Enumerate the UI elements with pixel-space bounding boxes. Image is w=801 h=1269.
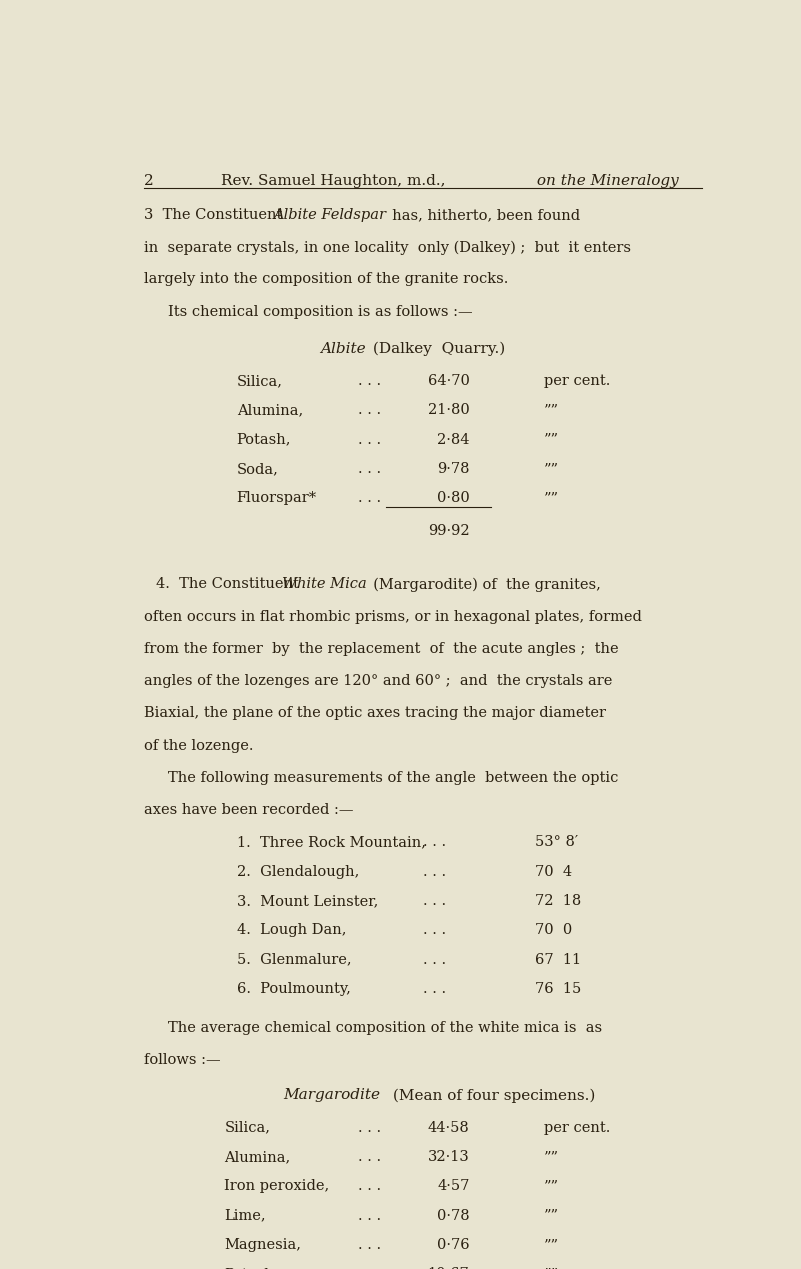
Text: . . .: . . .	[358, 1179, 380, 1193]
Text: . . .: . . .	[358, 1208, 380, 1222]
Text: 99·92: 99·92	[428, 524, 469, 538]
Text: angles of the lozenges are 120° and 60° ;  and  the crystals are: angles of the lozenges are 120° and 60° …	[143, 674, 612, 688]
Text: 2·84: 2·84	[437, 433, 469, 447]
Text: 2: 2	[143, 174, 153, 188]
Text: 0·76: 0·76	[437, 1237, 469, 1253]
Text: ””: ””	[544, 491, 559, 505]
Text: The average chemical composition of the white mica is  as: The average chemical composition of the …	[168, 1022, 602, 1036]
Text: Alumina,: Alumina,	[224, 1150, 291, 1164]
Text: Soda,: Soda,	[237, 462, 279, 476]
Text: 44·58: 44·58	[428, 1121, 469, 1134]
Text: ””: ””	[544, 1268, 559, 1269]
Text: Silica,: Silica,	[237, 374, 283, 388]
Text: . . .: . . .	[423, 864, 446, 878]
Text: in  separate crystals, in one locality  only (Dalkey) ;  but  it enters: in separate crystals, in one locality on…	[143, 240, 630, 255]
Text: 0·80: 0·80	[437, 491, 469, 505]
Text: 70  0: 70 0	[535, 924, 572, 938]
Text: 21·80: 21·80	[428, 404, 469, 418]
Text: 32·13: 32·13	[428, 1150, 469, 1164]
Text: . . .: . . .	[358, 1268, 380, 1269]
Text: from the former  by  the replacement  of  the acute angles ;  the: from the former by the replacement of th…	[143, 642, 618, 656]
Text: ””: ””	[544, 1150, 559, 1164]
Text: ””: ””	[544, 462, 559, 476]
Text: Alumina,: Alumina,	[237, 404, 303, 418]
Text: 3.  Mount Leinster,: 3. Mount Leinster,	[237, 893, 378, 907]
Text: Lime,: Lime,	[224, 1208, 266, 1222]
Text: on the Mineralogy: on the Mineralogy	[532, 174, 678, 188]
Text: ””: ””	[544, 404, 559, 418]
Text: 9·78: 9·78	[437, 462, 469, 476]
Text: Albite: Albite	[320, 341, 366, 355]
Text: 0·78: 0·78	[437, 1208, 469, 1222]
Text: ””: ””	[544, 1237, 559, 1253]
Text: Albite Feldspar: Albite Feldspar	[272, 208, 386, 222]
Text: ””: ””	[544, 1208, 559, 1222]
Text: Its chemical composition is as follows :—: Its chemical composition is as follows :…	[168, 305, 473, 319]
Text: follows :—: follows :—	[143, 1053, 220, 1067]
Text: . . .: . . .	[423, 893, 446, 907]
Text: The following measurements of the angle  between the optic: The following measurements of the angle …	[168, 770, 619, 784]
Text: . . .: . . .	[358, 1150, 380, 1164]
Text: Fluorspar*: Fluorspar*	[237, 491, 317, 505]
Text: (Margarodite) of  the granites,: (Margarodite) of the granites,	[364, 577, 601, 591]
Text: Potash,: Potash,	[237, 433, 292, 447]
Text: Iron peroxide,: Iron peroxide,	[224, 1179, 329, 1193]
Text: . . .: . . .	[423, 835, 446, 849]
Text: Potash,: Potash,	[224, 1268, 279, 1269]
Text: 1.  Three Rock Mountain,: 1. Three Rock Mountain,	[237, 835, 425, 849]
Text: Silica,: Silica,	[224, 1121, 270, 1134]
Text: 3  The Constituent: 3 The Constituent	[143, 208, 287, 222]
Text: 6.  Poulmounty,: 6. Poulmounty,	[237, 982, 351, 996]
Text: per cent.: per cent.	[544, 374, 610, 388]
Text: often occurs in flat rhombic prisms, or in hexagonal plates, formed: often occurs in flat rhombic prisms, or …	[143, 609, 642, 623]
Text: . . .: . . .	[358, 462, 380, 476]
Text: . . .: . . .	[423, 953, 446, 967]
Text: (Dalkey  Quarry.): (Dalkey Quarry.)	[368, 341, 505, 357]
Text: . . .: . . .	[358, 491, 380, 505]
Text: has, hitherto, been found: has, hitherto, been found	[383, 208, 580, 222]
Text: . . .: . . .	[358, 1121, 380, 1134]
Text: Biaxial, the plane of the optic axes tracing the major diameter: Biaxial, the plane of the optic axes tra…	[143, 707, 606, 721]
Text: Rev. Samuel Haughton, m.d.,: Rev. Samuel Haughton, m.d.,	[221, 174, 445, 188]
Text: . . .: . . .	[358, 404, 380, 418]
Text: 53° 8′: 53° 8′	[535, 835, 578, 849]
Text: 76  15: 76 15	[535, 982, 581, 996]
Text: . . .: . . .	[423, 924, 446, 938]
Text: . . .: . . .	[358, 374, 380, 388]
Text: largely into the composition of the granite rocks.: largely into the composition of the gran…	[143, 273, 508, 287]
Text: 67  11: 67 11	[535, 953, 581, 967]
Text: 4.  The Constituent: 4. The Constituent	[156, 577, 304, 591]
Text: 72  18: 72 18	[535, 893, 581, 907]
Text: 5.  Glenmalure,: 5. Glenmalure,	[237, 953, 352, 967]
Text: . . .: . . .	[423, 982, 446, 996]
Text: axes have been recorded :—: axes have been recorded :—	[143, 803, 353, 817]
Text: ””: ””	[544, 433, 559, 447]
Text: 2.  Glendalough,: 2. Glendalough,	[237, 864, 359, 878]
Text: Magnesia,: Magnesia,	[224, 1237, 301, 1253]
Text: 4.  Lough Dan,: 4. Lough Dan,	[237, 924, 346, 938]
Text: White Mica: White Mica	[282, 577, 367, 591]
Text: per cent.: per cent.	[544, 1121, 610, 1134]
Text: 10·67: 10·67	[428, 1268, 469, 1269]
Text: 64·70: 64·70	[428, 374, 469, 388]
Text: (Mean of four specimens.): (Mean of four specimens.)	[388, 1089, 595, 1103]
Text: . . .: . . .	[358, 1237, 380, 1253]
Text: . . .: . . .	[358, 433, 380, 447]
Text: 4·57: 4·57	[437, 1179, 469, 1193]
Text: Margarodite: Margarodite	[284, 1089, 380, 1103]
Text: ””: ””	[544, 1179, 559, 1193]
Text: of the lozenge.: of the lozenge.	[143, 739, 253, 753]
Text: 70  4: 70 4	[535, 864, 572, 878]
